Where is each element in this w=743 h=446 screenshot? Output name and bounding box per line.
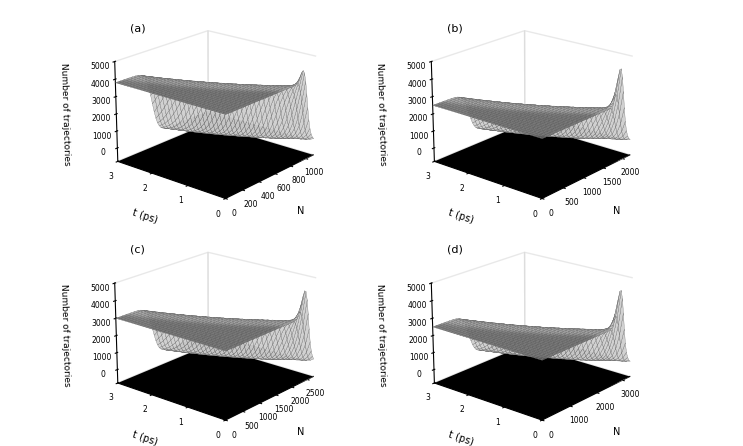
X-axis label: N: N — [296, 206, 304, 216]
Y-axis label: t (ps): t (ps) — [447, 208, 476, 226]
Text: (a): (a) — [130, 23, 146, 33]
Text: (d): (d) — [447, 245, 462, 255]
X-axis label: N: N — [296, 427, 304, 438]
Y-axis label: t (ps): t (ps) — [131, 429, 159, 446]
X-axis label: N: N — [613, 206, 620, 216]
Text: (c): (c) — [130, 245, 145, 255]
Y-axis label: t (ps): t (ps) — [131, 208, 159, 226]
Y-axis label: t (ps): t (ps) — [447, 429, 476, 446]
Text: (b): (b) — [447, 23, 462, 33]
X-axis label: N: N — [613, 427, 620, 438]
